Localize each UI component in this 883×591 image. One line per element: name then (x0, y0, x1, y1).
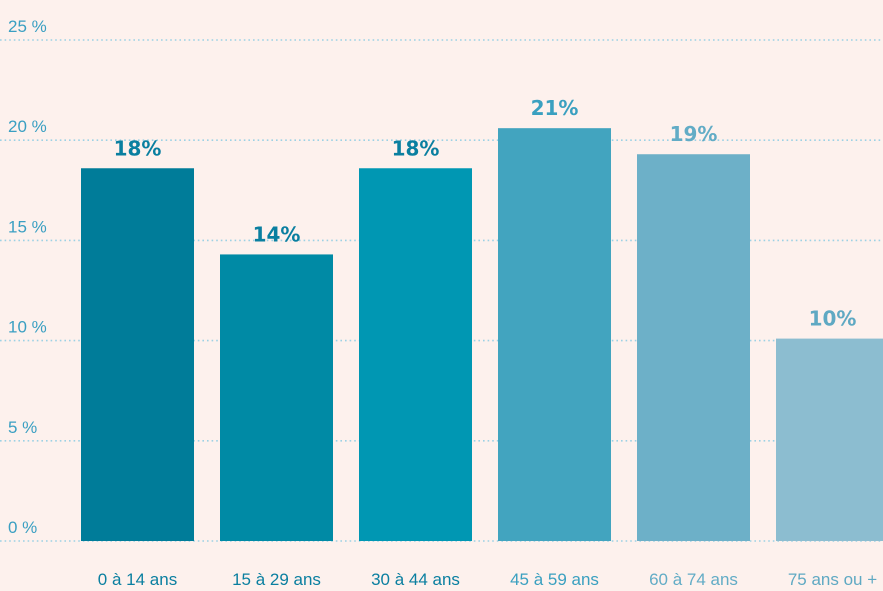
y-tick-label: 15 % (8, 217, 47, 236)
bar (81, 168, 194, 542)
bar-value-label: 21% (531, 96, 579, 120)
x-category-label: 15 à 29 ans (232, 570, 321, 589)
bars (81, 128, 883, 542)
data-labels: 18% 14% 18% 21% 19% 10% (114, 96, 857, 330)
bar-value-label: 19% (670, 122, 718, 146)
bar (776, 338, 883, 541)
y-tick-label: 20 % (8, 117, 47, 136)
bar-value-label: 18% (114, 136, 162, 160)
bar (637, 154, 750, 541)
bar (220, 254, 333, 542)
y-tick-label: 5 % (8, 418, 37, 437)
x-category-label: 60 à 74 ans (649, 570, 738, 589)
y-tick-label: 25 % (8, 17, 47, 36)
bar-value-label: 10% (809, 307, 857, 331)
x-category-label: 0 à 14 ans (98, 570, 177, 589)
y-tick-label: 10 % (8, 318, 47, 337)
bar-value-label: 14% (253, 222, 301, 246)
x-category-label: 45 à 59 ans (510, 570, 599, 589)
y-tick-label: 0 % (8, 518, 37, 537)
bar-value-label: 18% (392, 136, 440, 160)
x-axis-categories: 0 à 14 ans 15 à 29 ans 30 à 44 ans 45 à 59 … (98, 570, 877, 589)
x-category-label: 75 ans ou + (788, 570, 877, 589)
bar (498, 128, 611, 541)
y-axis-ticks: 0 % 5 % 10 % 15 % 20 % 25 % (8, 17, 47, 537)
bar (359, 168, 472, 542)
x-category-label: 30 à 44 ans (371, 570, 460, 589)
